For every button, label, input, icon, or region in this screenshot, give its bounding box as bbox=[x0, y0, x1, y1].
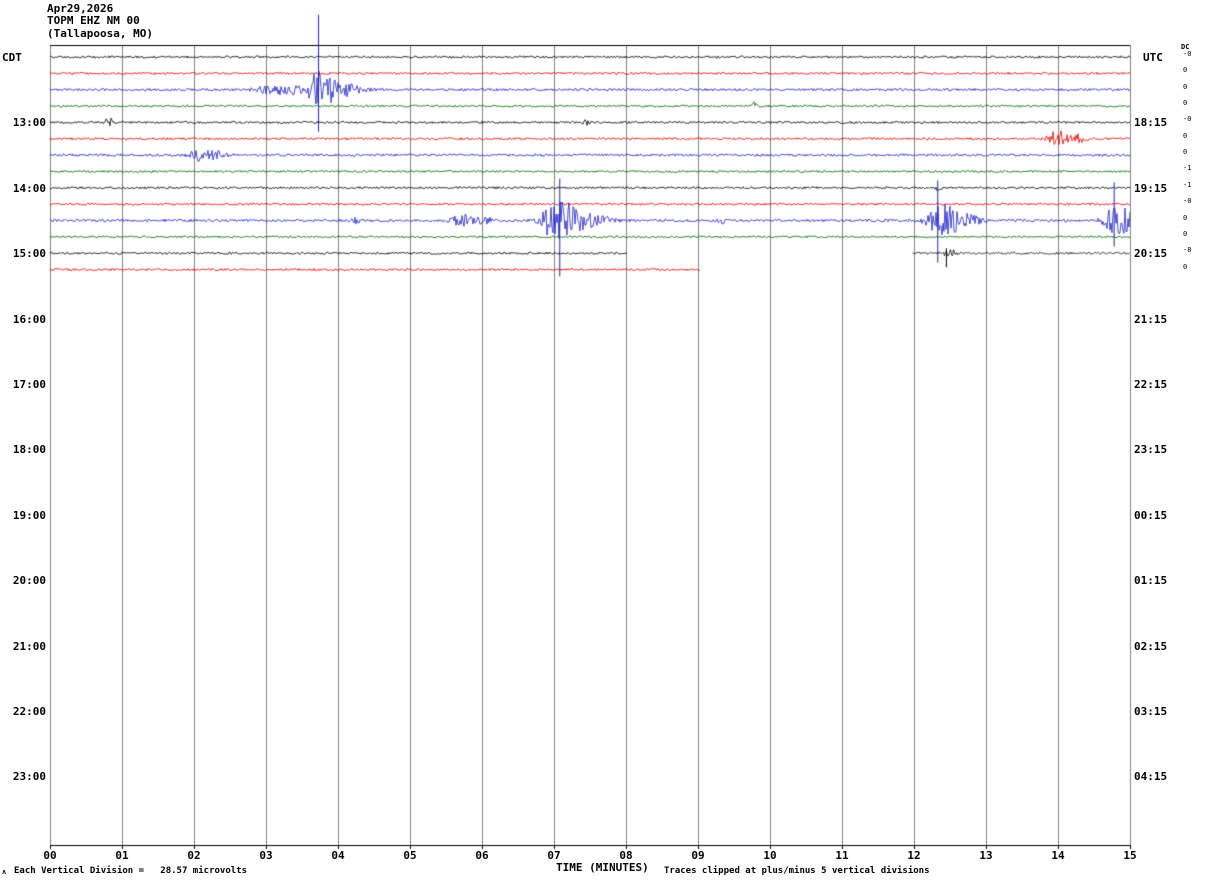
dc-offset-value: 0 bbox=[1183, 66, 1188, 75]
header-location: (Tallapoosa, MO) bbox=[47, 27, 153, 40]
dc-offset-value: 0 bbox=[1183, 99, 1188, 108]
left-hour-label: 14:00 bbox=[12, 181, 46, 195]
dc-offset-value: 0 bbox=[1183, 82, 1188, 91]
right-hour-label: 04:15 bbox=[1134, 770, 1168, 784]
scale-note: Each Vertical Division = 28.57 microvolt… bbox=[14, 866, 247, 876]
minute-tick-label: 02 bbox=[187, 849, 201, 862]
dc-offset-value: -0 bbox=[1183, 115, 1192, 124]
left-hour-label: 18:00 bbox=[12, 443, 46, 457]
minute-tick-label: 14 bbox=[1051, 849, 1065, 862]
minute-tick-label: 07 bbox=[547, 849, 561, 862]
right-timezone-label: UTC bbox=[1143, 51, 1163, 64]
right-hour-label: 02:15 bbox=[1134, 639, 1168, 653]
minute-tick-label: 10 bbox=[763, 849, 777, 862]
right-hour-label: 23:15 bbox=[1134, 443, 1168, 457]
left-hour-label: 15:00 bbox=[12, 247, 46, 261]
dc-offset-value: 0 bbox=[1183, 213, 1188, 222]
header-station: TOPM EHZ NM 00 bbox=[47, 14, 140, 27]
clip-note: Traces clipped at plus/minus 5 vertical … bbox=[664, 866, 930, 876]
left-hour-label: 20:00 bbox=[12, 574, 46, 588]
dc-offset-value: 0 bbox=[1183, 148, 1188, 157]
minute-tick-label: 06 bbox=[475, 849, 489, 862]
minute-tick-label: 03 bbox=[259, 849, 273, 862]
minute-tick-label: 04 bbox=[331, 849, 345, 862]
minute-tick-label: 08 bbox=[619, 849, 633, 862]
dc-column-header: DC bbox=[1181, 43, 1190, 51]
dc-offset-value: -1 bbox=[1183, 164, 1192, 173]
left-hour-label: 19:00 bbox=[12, 508, 46, 522]
right-hour-label: 21:15 bbox=[1134, 312, 1168, 326]
right-hour-label: 01:15 bbox=[1134, 574, 1168, 588]
dc-offset-value: 0 bbox=[1183, 229, 1188, 238]
corner-mark: ʌ bbox=[2, 868, 7, 876]
minute-tick-label: 15 bbox=[1123, 849, 1137, 862]
dc-offset-value: -0 bbox=[1183, 50, 1192, 58]
minute-tick-label: 01 bbox=[115, 849, 129, 862]
left-hour-label: 22:00 bbox=[12, 705, 46, 718]
minute-tick-label: 12 bbox=[907, 849, 921, 862]
x-axis-label: TIME (MINUTES) bbox=[556, 861, 649, 874]
dc-offset-value: -0 bbox=[1183, 197, 1192, 206]
left-hour-label: 13:00 bbox=[12, 116, 46, 130]
left-hour-label: 21:00 bbox=[12, 639, 46, 653]
right-hour-label: 18:15 bbox=[1134, 116, 1168, 130]
right-hour-label: 22:15 bbox=[1134, 378, 1168, 391]
right-hour-label: 20:15 bbox=[1134, 247, 1168, 261]
left-hour-label: 16:00 bbox=[12, 312, 46, 326]
right-hour-label: 00:15 bbox=[1134, 508, 1168, 522]
header-date: Apr29,2026 bbox=[47, 2, 114, 15]
minute-tick-label: 05 bbox=[403, 849, 417, 862]
dc-offset-value: -8 bbox=[1183, 246, 1192, 255]
right-hour-label: 03:15 bbox=[1134, 705, 1168, 718]
left-timezone-label: CDT bbox=[2, 51, 22, 64]
minute-tick-label: 13 bbox=[979, 849, 993, 862]
left-hour-label: 23:00 bbox=[12, 770, 46, 784]
minute-tick-label: 09 bbox=[691, 849, 705, 862]
dc-offset-value: 0 bbox=[1183, 131, 1188, 140]
minute-tick-label: 00 bbox=[43, 849, 57, 862]
minute-tick-label: 11 bbox=[835, 849, 849, 862]
dc-offset-value: -1 bbox=[1183, 180, 1192, 189]
right-hour-label: 19:15 bbox=[1134, 181, 1168, 195]
dc-offset-value: 0 bbox=[1183, 262, 1188, 271]
left-hour-label: 17:00 bbox=[12, 378, 46, 391]
